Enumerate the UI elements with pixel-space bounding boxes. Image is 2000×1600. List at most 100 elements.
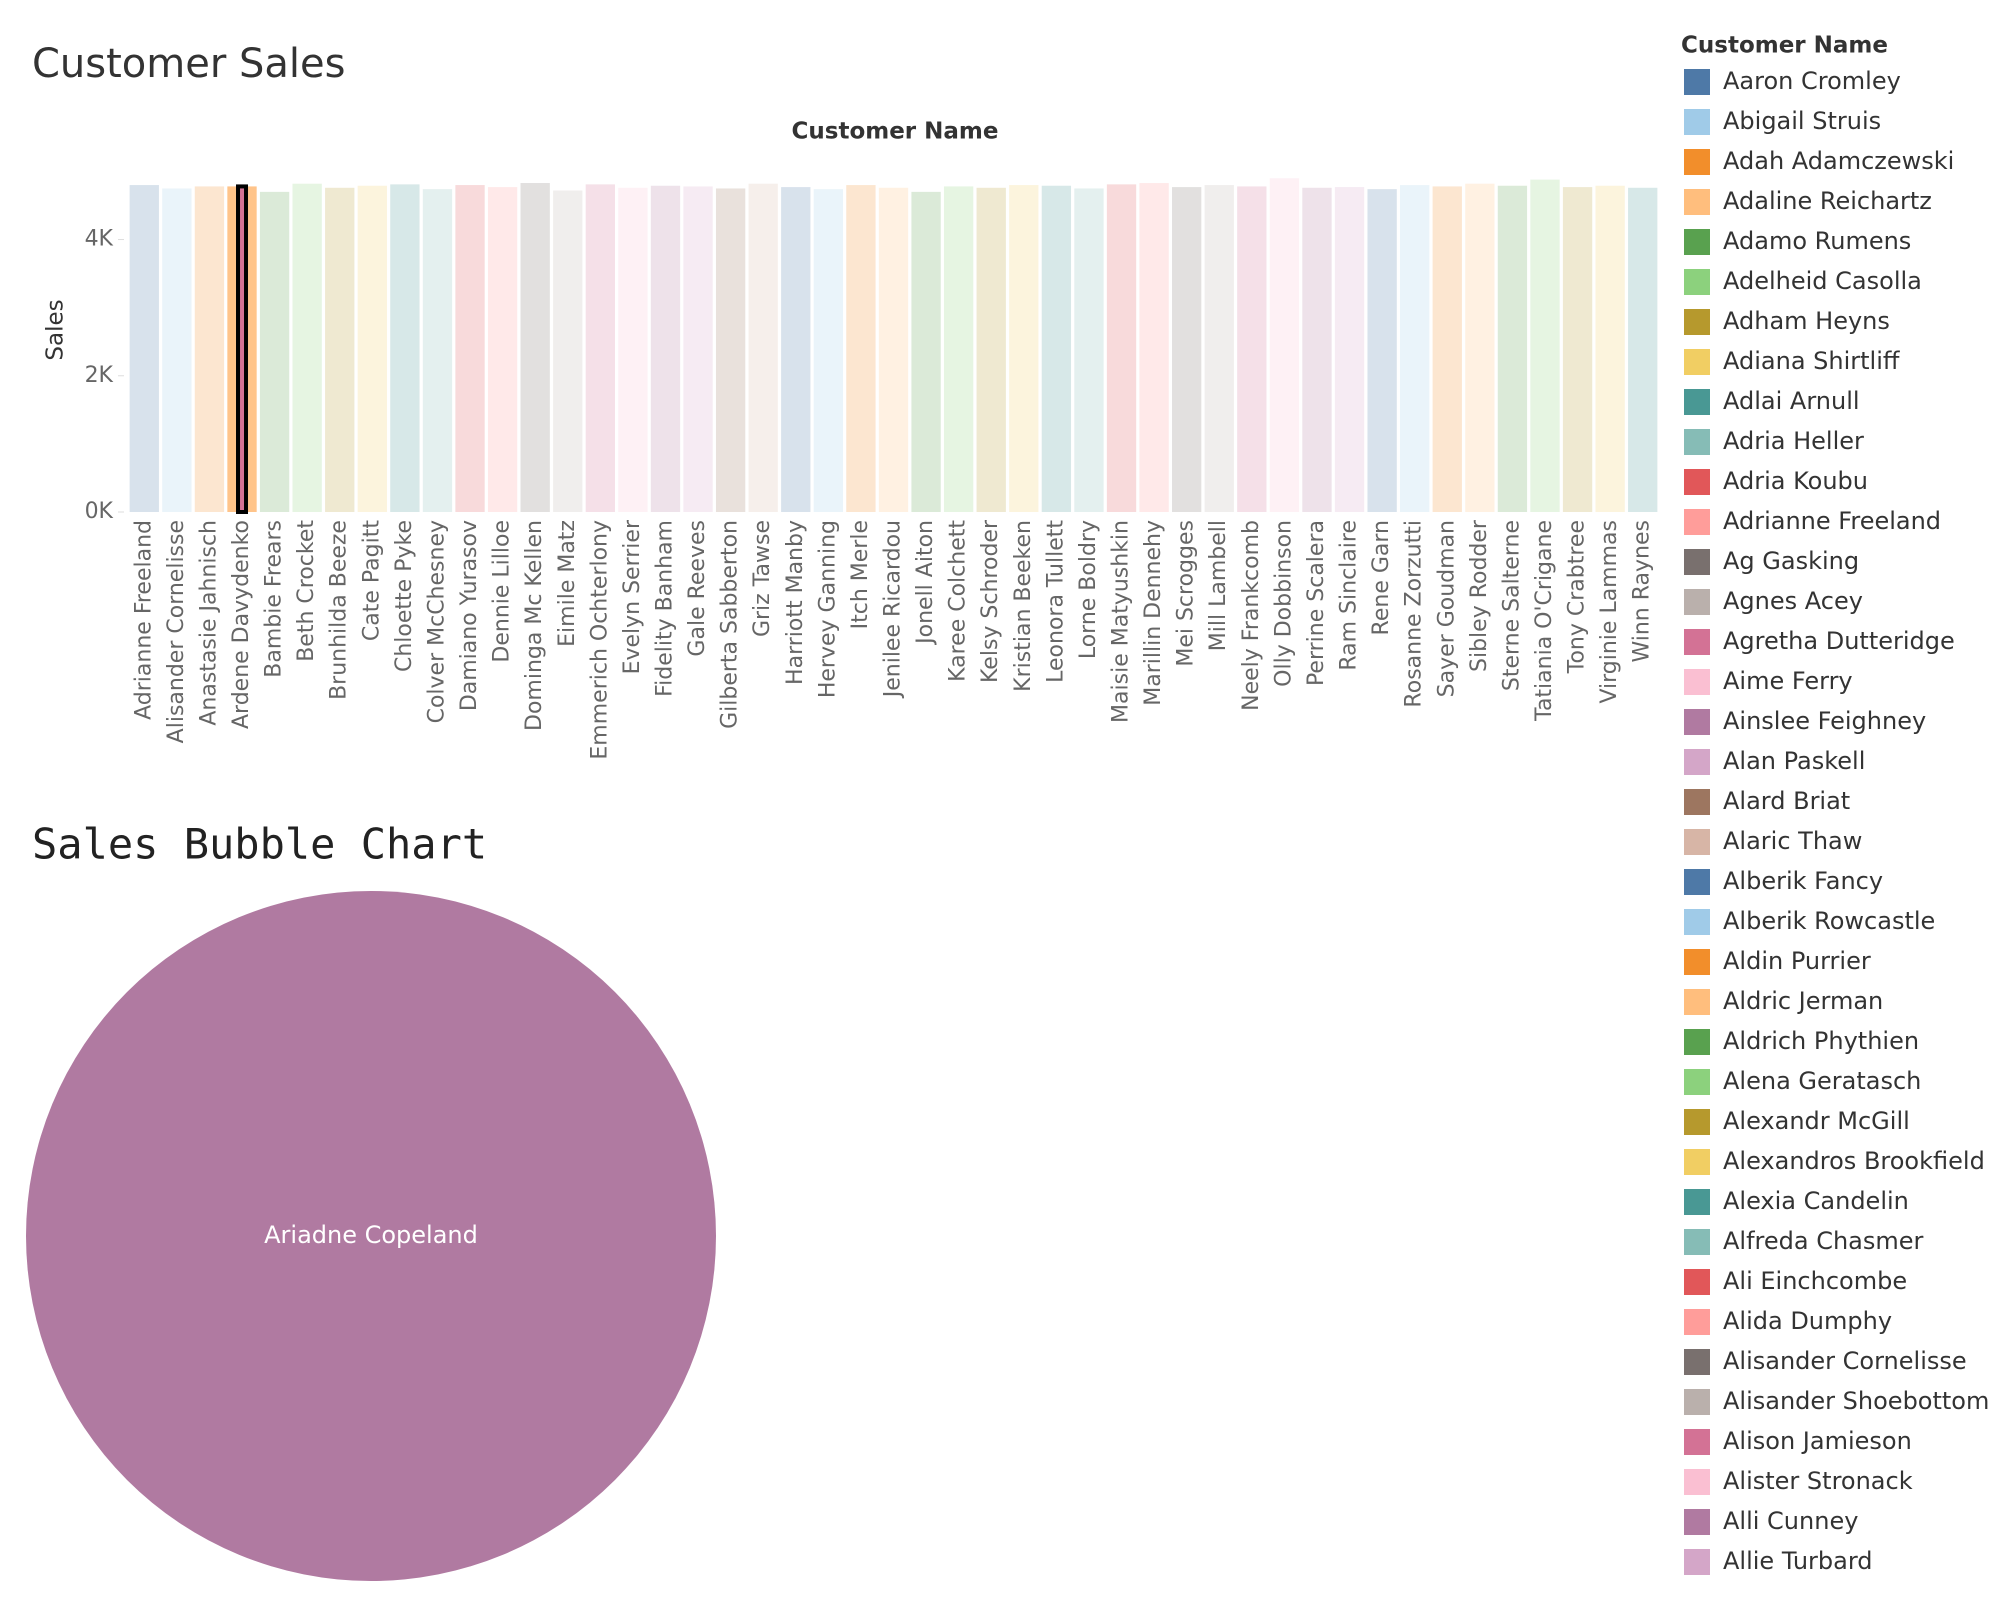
legend-item[interactable]: Adham Heyns bbox=[1684, 307, 1890, 335]
legend-item[interactable]: Alisander Shoebottom bbox=[1684, 1387, 1989, 1415]
legend-item[interactable]: Allie Turbard bbox=[1684, 1547, 1873, 1575]
legend-label: Adelheid Casolla bbox=[1723, 267, 1922, 295]
legend-item[interactable]: Alena Geratasch bbox=[1684, 1067, 1921, 1095]
legend-item[interactable]: Alberik Fancy bbox=[1684, 867, 1883, 895]
legend-label: Aime Ferry bbox=[1723, 667, 1853, 695]
x-tick-label: Alisander Cornelisse bbox=[164, 520, 189, 743]
bar bbox=[683, 186, 713, 512]
x-tick-label: Hervey Ganning bbox=[815, 520, 840, 698]
legend-item[interactable]: Alli Cunney bbox=[1684, 1507, 1858, 1535]
x-axis-title: Customer Name bbox=[792, 119, 999, 145]
legend-item[interactable]: Alida Dumphy bbox=[1684, 1307, 1892, 1335]
x-tick-label: Winn Raynes bbox=[1630, 520, 1655, 663]
x-tick-label: Jenilee Ricardou bbox=[881, 520, 906, 699]
legend-swatch bbox=[1684, 1389, 1710, 1415]
x-tick-label: Neely Frankcomb bbox=[1239, 520, 1264, 711]
legend-item[interactable]: Ag Gasking bbox=[1684, 547, 1859, 575]
legend-item[interactable]: Abigail Struis bbox=[1684, 107, 1881, 135]
legend-item[interactable]: Aldin Purrier bbox=[1684, 947, 1871, 975]
legend-item[interactable]: Alexandr McGill bbox=[1684, 1107, 1910, 1135]
legend-swatch bbox=[1684, 709, 1710, 735]
legend-label: Aldrich Phythien bbox=[1723, 1027, 1919, 1055]
x-tick-label: Ram Sinclaire bbox=[1337, 520, 1362, 671]
bar bbox=[1204, 185, 1234, 512]
legend-item[interactable]: Alister Stronack bbox=[1684, 1467, 1913, 1495]
y-tick-label: 4K bbox=[85, 227, 114, 252]
legend-label: Aldric Jerman bbox=[1723, 987, 1883, 1015]
legend-swatch bbox=[1684, 749, 1710, 775]
legend-item[interactable]: Adaline Reichartz bbox=[1684, 187, 1932, 215]
legend-item[interactable]: Adiana Shirtliff bbox=[1684, 347, 1900, 375]
bar bbox=[715, 188, 746, 512]
legend-item[interactable]: Adria Heller bbox=[1684, 427, 1864, 455]
legend-item[interactable]: Alexia Candelin bbox=[1684, 1187, 1909, 1215]
x-tick-label: Chloette Pyke bbox=[392, 520, 417, 672]
legend-item[interactable]: Agretha Dutteridge bbox=[1684, 627, 1955, 655]
legend-item[interactable]: Agnes Acey bbox=[1684, 587, 1863, 615]
bar bbox=[162, 188, 192, 512]
legend-swatch bbox=[1684, 109, 1710, 135]
x-tick-label: Rosanne Zorzutti bbox=[1402, 520, 1427, 708]
legend-item[interactable]: Aaron Cromley bbox=[1684, 67, 1901, 95]
legend-swatch bbox=[1684, 1309, 1710, 1335]
legend-item[interactable]: Ali Einchcombe bbox=[1684, 1267, 1907, 1295]
x-tick-label: Gilberta Sabberton bbox=[718, 520, 743, 729]
legend-swatch bbox=[1684, 669, 1710, 695]
bar bbox=[553, 190, 583, 512]
legend-swatch bbox=[1684, 589, 1710, 615]
legend-swatch bbox=[1684, 989, 1710, 1015]
x-tick-label: Perrine Scalera bbox=[1304, 520, 1329, 686]
legend-label: Adria Heller bbox=[1723, 427, 1864, 455]
legend-item[interactable]: Ainslee Feighney bbox=[1684, 707, 1926, 735]
x-tick-label: Mill Lambell bbox=[1206, 520, 1231, 651]
legend-item[interactable]: Adah Adamczewski bbox=[1684, 147, 1954, 175]
legend-label: Adamo Rumens bbox=[1723, 227, 1911, 255]
bar bbox=[1530, 179, 1560, 512]
legend-swatch bbox=[1684, 629, 1710, 655]
bar bbox=[259, 191, 290, 512]
legend-item[interactable]: Alard Briat bbox=[1684, 787, 1850, 815]
y-tick-label: 2K bbox=[85, 363, 114, 388]
legend-item[interactable]: Adrianne Freeland bbox=[1684, 507, 1941, 535]
x-tick-label: Sayer Goudman bbox=[1434, 520, 1459, 697]
bar bbox=[618, 187, 648, 512]
legend-label: Adria Koubu bbox=[1723, 467, 1868, 495]
legend-item[interactable]: Alison Jamieson bbox=[1684, 1427, 1912, 1455]
legend-item[interactable]: Alisander Cornelisse bbox=[1684, 1347, 1967, 1375]
bar bbox=[1106, 184, 1137, 512]
x-tick-label: Marillin Dennehy bbox=[1141, 520, 1166, 706]
bar bbox=[1172, 187, 1202, 512]
legend-item[interactable]: Adria Koubu bbox=[1684, 467, 1868, 495]
legend-swatch bbox=[1684, 269, 1710, 295]
legend-item[interactable]: Adelheid Casolla bbox=[1684, 267, 1922, 295]
bar bbox=[487, 187, 518, 512]
legend-swatch bbox=[1684, 829, 1710, 855]
legend-item[interactable]: Alaric Thaw bbox=[1684, 827, 1862, 855]
legend-item[interactable]: Aldric Jerman bbox=[1684, 987, 1883, 1015]
legend-label: Alison Jamieson bbox=[1723, 1427, 1912, 1455]
x-tick-label: Mei Scrogges bbox=[1174, 520, 1199, 667]
legend-swatch bbox=[1684, 909, 1710, 935]
legend-item[interactable]: Alan Paskell bbox=[1684, 747, 1865, 775]
bar bbox=[976, 187, 1006, 512]
legend-item[interactable]: Alfreda Chasmer bbox=[1684, 1227, 1924, 1255]
legend-item[interactable]: Aime Ferry bbox=[1684, 667, 1853, 695]
legend-item[interactable]: Alexandros Brookfield bbox=[1684, 1147, 1985, 1175]
legend-label: Agnes Acey bbox=[1723, 587, 1863, 615]
bar bbox=[846, 185, 876, 512]
legend-swatch bbox=[1684, 1229, 1710, 1255]
bar bbox=[1269, 178, 1300, 512]
legend-swatch bbox=[1684, 229, 1710, 255]
legend-swatch bbox=[1684, 1549, 1710, 1575]
legend-item[interactable]: Adlai Arnull bbox=[1684, 387, 1860, 415]
legend-label: Alister Stronack bbox=[1723, 1467, 1913, 1495]
legend-label: Alan Paskell bbox=[1723, 747, 1865, 775]
bubble-label: Ariadne Copeland bbox=[264, 1221, 478, 1249]
legend-label: Allie Turbard bbox=[1723, 1547, 1873, 1575]
legend-label: Alard Briat bbox=[1723, 787, 1850, 815]
legend-swatch bbox=[1684, 1189, 1710, 1215]
legend-item[interactable]: Alberik Rowcastle bbox=[1684, 907, 1935, 935]
legend-item[interactable]: Adamo Rumens bbox=[1684, 227, 1911, 255]
legend-item[interactable]: Aldrich Phythien bbox=[1684, 1027, 1919, 1055]
